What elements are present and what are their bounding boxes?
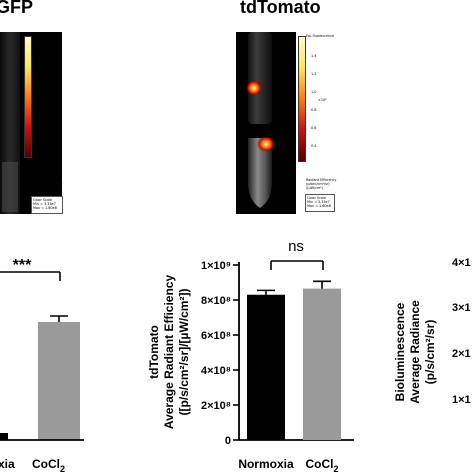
tdtomato-xlabel-cocl2: CoCl2 bbox=[305, 457, 338, 474]
gfp-tick-0: 1.0 bbox=[37, 60, 43, 64]
tdtomato-legend-line3: /(µW/cm²) bbox=[306, 186, 323, 190]
tdtomato-xlabel-cocl2-text: CoCl bbox=[305, 457, 333, 471]
gfp-chart: *** xia CoCl2 bbox=[0, 257, 84, 474]
tdtomato-tick-2: 1.0 bbox=[311, 90, 317, 94]
tdtomato-ytick-label: 8×10⁸ bbox=[201, 295, 231, 307]
tdtomato-significance: ns bbox=[288, 238, 304, 255]
gfp-color-scale-line: Max = 1.60e8 bbox=[33, 206, 57, 210]
tdtomato-ylabel-line1: tdTomato bbox=[147, 325, 161, 379]
tdtomato-bar-cocl2 bbox=[303, 288, 341, 440]
tdtomato-legend-line2: (p/sec/cm²/sr) bbox=[306, 182, 330, 186]
tdtomato-ytick-label: 2×10⁸ bbox=[201, 400, 231, 412]
tdtomato-ylabel-line2: Average Radiant Efficiency bbox=[162, 275, 176, 430]
tdtomato-tick-5: 0.4 bbox=[311, 144, 317, 148]
tdtomato-title: tdTomato bbox=[240, 0, 321, 17]
gfp-legend-line3: /(µW/cm²) bbox=[32, 190, 49, 194]
gfp-xlabel-cocl2: CoCl2 bbox=[32, 457, 65, 474]
gfp-tick-2: 0.6 bbox=[37, 100, 43, 104]
biolum-ytick-0: 4×1 bbox=[452, 257, 471, 269]
tdtomato-ytick-label: 4×10⁸ bbox=[201, 365, 231, 377]
biolum-ytick-3: 1×1 bbox=[452, 394, 471, 406]
gfp-tick-1: 0.8 bbox=[37, 80, 43, 84]
gfp-xlabel-cocl2-text: CoCl bbox=[32, 457, 60, 471]
gfp-color-scale-box: Color Scale Min = 3.33e7 Max = 1.60e8 bbox=[31, 196, 63, 214]
tdtomato-color-scale-line: Min = 3.33e7 bbox=[307, 200, 330, 204]
gfp-scale-unit: ×10⁸ bbox=[44, 98, 53, 102]
gfp-bar-cocl2 bbox=[38, 322, 80, 440]
biolum-ylabel-line1: Bioluminescence bbox=[393, 302, 407, 401]
biolum-ylabel-line2: Average Radiance bbox=[408, 300, 422, 404]
gfp-xlabel-cocl2-sub: 2 bbox=[60, 464, 65, 474]
biolum-ytick-1: 3×1 bbox=[452, 302, 471, 314]
gfp-tick-3: 0.4 bbox=[37, 120, 43, 124]
gfp-color-scale-line: Color Scale bbox=[33, 198, 53, 202]
gfp-bar-normoxia bbox=[0, 433, 8, 440]
gfp-legend-line1: Radiant Efficiency bbox=[32, 182, 63, 186]
tdtomato-color-scale-line: Max = 1.60e8 bbox=[307, 204, 331, 208]
gfp-tick-4: 0.2 bbox=[37, 140, 43, 144]
tdtomato-tick-3: 0.8 bbox=[311, 108, 317, 112]
gfp-color-scale-line: Min = 3.33e7 bbox=[33, 202, 56, 206]
tdtomato-ylabel-line3: ([p/s/cm²/sr]/[µW/cm²]) bbox=[177, 289, 191, 416]
tdtomato-tick-0: 1.4 bbox=[311, 54, 317, 58]
biolum-ytick-2: 2×1 bbox=[452, 348, 471, 360]
tdtomato-scale-unit: ×10⁸ bbox=[318, 98, 327, 102]
tdtomato-xlabel-cocl2-sub: 2 bbox=[333, 464, 338, 474]
tdtomato-scale-title: Epi-fluorescence bbox=[306, 34, 335, 38]
tdtomato-chart: tdTomato Average Radiant Efficiency ([p/… bbox=[147, 238, 354, 474]
tdtomato-bars bbox=[247, 280, 341, 440]
tdtomato-legend-line1: Radiant Efficiency bbox=[306, 178, 337, 182]
tdtomato-ytick-label: 0 bbox=[225, 435, 231, 447]
tdtomato-bar-normoxia bbox=[247, 294, 285, 440]
tdtomato-image bbox=[236, 32, 296, 214]
tdtomato-color-scale-line: Color Scale bbox=[307, 196, 327, 200]
tdtomato-color-bar bbox=[298, 36, 306, 162]
tdtomato-image-drawing bbox=[236, 32, 296, 214]
tdtomato-color-scale-box: Color Scale Min = 3.33e7 Max = 1.60e8 bbox=[305, 194, 335, 212]
gfp-xlabel-normoxia: xia bbox=[0, 457, 15, 471]
tdtomato-ytick-label: 6×10⁸ bbox=[201, 330, 231, 342]
gfp-significance: *** bbox=[13, 257, 32, 274]
gfp-image-drawing bbox=[0, 32, 20, 214]
gfp-color-bar bbox=[24, 36, 32, 158]
tdtomato-xlabel-normoxia: Normoxia bbox=[238, 457, 294, 471]
biolum-ylabel-line3: (p/s/cm²/sr) bbox=[423, 320, 437, 385]
gfp-legend-line2: (p/sec/cm²/sr) bbox=[32, 186, 56, 190]
bioluminescence-chart: Bioluminescence Average Radiance (p/s/cm… bbox=[393, 257, 471, 406]
gfp-scale-title: Epi-fluorescence bbox=[32, 34, 61, 38]
tdtomato-tick-4: 0.6 bbox=[311, 126, 317, 130]
gfp-title: GFP bbox=[0, 0, 34, 17]
tdtomato-y-ticks: 0 2×10⁸ 4×10⁸ 6×10⁸ 8×10⁸ 1×10⁹ bbox=[201, 260, 239, 447]
tdtomato-ytick-label: 1×10⁹ bbox=[201, 260, 231, 272]
tdtomato-tick-1: 1.2 bbox=[311, 72, 317, 76]
